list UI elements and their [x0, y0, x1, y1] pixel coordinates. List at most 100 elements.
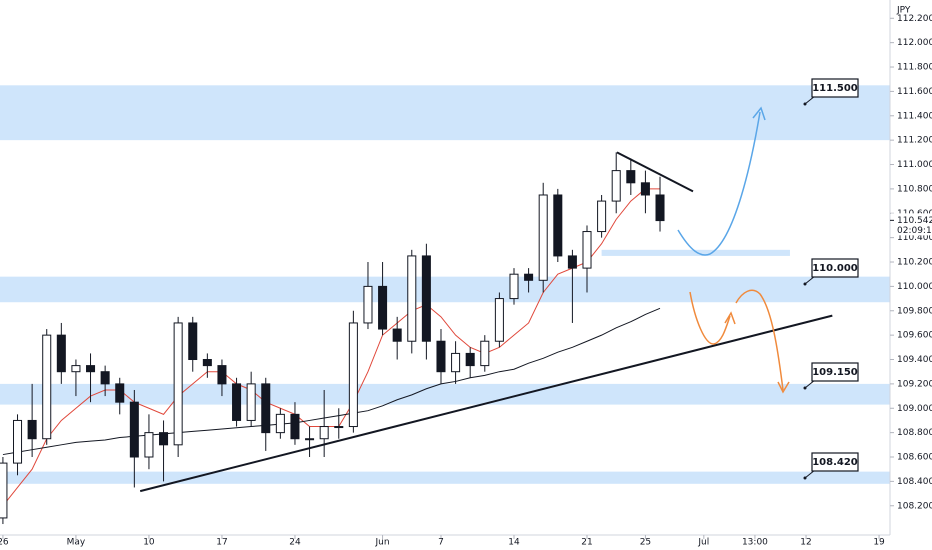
x-tick-label: 26 — [0, 538, 9, 548]
x-tick-label: 21 — [581, 538, 592, 548]
candle-body — [567, 255, 577, 269]
x-tick-label: Jul — [697, 538, 709, 548]
x-tick-label: 14 — [508, 538, 520, 548]
callout-label: 110.000 — [812, 263, 858, 274]
zone — [0, 276, 890, 303]
callout-label: 109.150 — [812, 367, 858, 378]
x-tick-label: 24 — [289, 538, 301, 548]
time-axis: 26 May 10 17 24 Jun 7 14 21 25 Jul 13:00 12 19 — [0, 535, 885, 548]
y-tick-label: 110.000 — [897, 282, 932, 292]
x-tick-label: 25 — [640, 538, 651, 548]
candle-body — [597, 200, 607, 233]
candle-body — [640, 182, 650, 196]
candle-body — [0, 462, 8, 519]
annotations: 111.500 110.000 109.150 108.420 — [803, 78, 859, 480]
zone — [601, 249, 790, 256]
price-axis: 108.200 108.400 108.600 108.800 109.000 109.2… — [890, 14, 932, 511]
candle-body — [305, 438, 315, 441]
projection-up — [677, 111, 761, 256]
candle-body — [582, 231, 592, 269]
y-tick-label: 111.600 — [897, 87, 932, 97]
candle-body — [275, 413, 285, 434]
candle-body — [524, 273, 534, 281]
candle-body — [538, 194, 548, 281]
arrow-head — [777, 381, 790, 394]
candle-body — [494, 298, 504, 342]
candle-body — [27, 419, 37, 440]
projections — [677, 106, 790, 394]
candle-body — [509, 273, 519, 300]
y-tick-label: 109.000 — [897, 404, 932, 414]
candle-body — [465, 352, 475, 367]
trendline — [616, 151, 694, 193]
y-tick-label: 112.200 — [897, 14, 932, 24]
candle-body — [451, 352, 461, 373]
arrow-head — [724, 311, 736, 325]
y-tick-label: 109.800 — [897, 306, 932, 316]
y-tick-label: 108.200 — [897, 501, 932, 511]
x-tick-label: 19 — [873, 538, 885, 548]
candle-body — [553, 194, 563, 257]
candle-body — [290, 413, 300, 440]
candle-body — [655, 194, 665, 222]
y-tick-label: 109.400 — [897, 355, 932, 365]
candle-body — [392, 328, 402, 342]
zone — [0, 471, 890, 484]
callout-box — [811, 258, 859, 278]
candle-body — [202, 359, 212, 367]
candle-body — [217, 365, 227, 385]
x-tick-label: 12 — [800, 538, 811, 548]
last-price: 110.542 — [897, 216, 932, 226]
candle-body — [611, 170, 621, 202]
currency: JPY — [896, 6, 911, 16]
candle-body — [42, 334, 52, 440]
y-tick-label: 109.200 — [897, 379, 932, 389]
candle-body — [480, 340, 490, 367]
candle-body — [86, 365, 96, 373]
candle-body — [13, 419, 23, 464]
x-tick-label: 7 — [438, 538, 444, 548]
trendline — [139, 314, 833, 493]
candle-body — [421, 255, 431, 342]
zone — [0, 383, 890, 405]
callout-box — [811, 452, 859, 472]
moving-average — [2, 307, 661, 456]
candle-body — [100, 371, 110, 385]
candle-body — [232, 383, 242, 421]
callout-box — [811, 362, 859, 382]
y-tick-label: 111.200 — [897, 136, 932, 146]
projection-down-2 — [735, 289, 784, 391]
candle-body — [363, 285, 373, 324]
candle-body — [246, 383, 256, 421]
candle-body — [436, 340, 446, 373]
callout-label: 111.500 — [812, 83, 858, 94]
y-tick-label: 112.000 — [897, 38, 932, 48]
y-tick-label: 108.800 — [897, 428, 932, 438]
y-tick-label: 110.400 — [897, 233, 932, 243]
countdown: 02:09:18 — [897, 226, 932, 236]
candle-body — [407, 255, 417, 342]
candle-body — [159, 432, 169, 446]
y-tick-label: 110.200 — [897, 258, 932, 268]
candle-body — [261, 383, 271, 434]
arrow-head — [752, 106, 766, 121]
candle-body — [378, 285, 388, 330]
x-tick-label: Jun — [375, 538, 390, 548]
candle-body — [129, 401, 139, 458]
candle-body — [348, 322, 358, 428]
y-tick-label: 111.400 — [897, 111, 932, 121]
candle-body — [173, 322, 183, 446]
y-tick-label: 108.400 — [897, 477, 932, 487]
y-tick-label: 111.000 — [897, 160, 932, 170]
y-tick-label: 111.800 — [897, 63, 932, 73]
y-tick-label: 110.800 — [897, 184, 932, 194]
callout-label: 108.420 — [812, 457, 858, 468]
candle-body — [188, 322, 198, 361]
candle-body — [334, 426, 344, 429]
x-tick-label: 10 — [143, 538, 155, 548]
candle-body — [144, 432, 154, 458]
callout-dot — [803, 102, 807, 106]
callout-dot — [803, 476, 807, 480]
candle-body — [56, 334, 66, 373]
